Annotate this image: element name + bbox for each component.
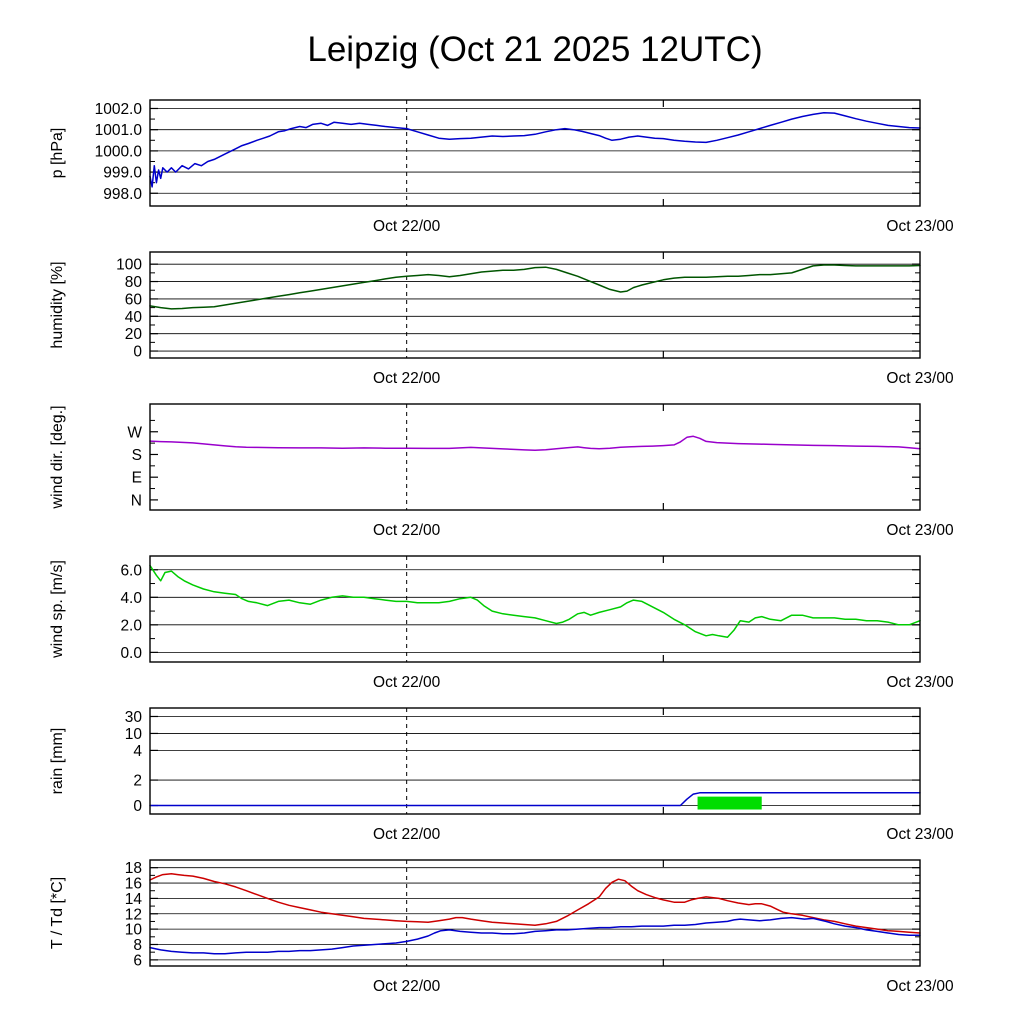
ylabel-humidity: humidity [%] [49,261,66,348]
ytick-label: 20 [125,326,143,343]
xtick-label: Oct 23/00 [886,522,954,539]
ytick-label: 0 [133,798,142,815]
ytick-label: 4.0 [120,590,142,607]
ytick-label: 14 [125,891,143,908]
ytick-label: 1002.0 [95,101,143,118]
ytick-label: 16 [125,876,142,893]
ytick-label: 0 [133,344,142,361]
panel-border [149,251,921,359]
xtick-label: Oct 22/00 [373,370,441,387]
series-rain-accum [149,792,921,807]
ytick-label: 80 [125,274,143,291]
panel-border [149,555,921,663]
panel-border [149,403,921,511]
ytick-label: 100 [116,257,142,274]
xtick-label: Oct 23/00 [886,370,954,387]
ytick-label: 10 [125,922,143,939]
chart-title: Leipzig (Oct 21 2025 12UTC) [307,30,763,69]
panel-border [149,707,921,815]
ytick-label: 6 [133,952,142,969]
rain-bar [697,796,762,810]
ytick-label: E [132,470,142,487]
ylabel-pressure: p [hPa] [49,128,66,179]
ytick-label: 2 [133,773,142,790]
series-temperature [149,873,921,934]
ytick-label: 40 [125,309,143,326]
xtick-label: Oct 22/00 [373,522,441,539]
xtick-label: Oct 23/00 [886,826,954,843]
ytick-label: N [131,492,142,509]
ytick-label: 2.0 [120,617,142,634]
xtick-label: Oct 23/00 [886,674,954,691]
panel-pressure: 998.0 999.0 1000.0 1001.0 1002.0 Oct 22/00 Oct… [49,99,954,235]
ytick-label: 60 [125,291,143,308]
panel-border [149,859,921,967]
panel-border [149,99,921,207]
ytick-label: S [132,447,142,464]
ytick-label: 4 [133,743,142,760]
xtick-label: Oct 23/00 [886,978,954,995]
ytick-label: 999.0 [103,165,142,182]
ytick-label: 12 [125,906,142,923]
ytick-label: 6.0 [120,562,142,579]
ylabel-wind-speed: wind sp. [m/s] [49,560,66,659]
ytick-label: 30 [125,709,143,726]
ylabel-rain: rain [mm] [49,728,66,795]
series-pressure [149,111,921,188]
series-wind-direction [149,435,921,451]
xtick-label: Oct 22/00 [373,826,441,843]
xtick-label: Oct 22/00 [373,978,441,995]
series-wind-speed [149,564,921,638]
ytick-label: 0.0 [120,645,142,662]
xtick-label: Oct 22/00 [373,674,441,691]
ytick-label: 8 [133,937,142,954]
xtick-label: Oct 22/00 [373,218,441,235]
panel-wind-speed: 0.0 2.0 4.0 6.0 Oct 22/00 Oct 23/00 wind sp. [… [49,555,954,691]
series-humidity [149,264,921,310]
xtick-label: Oct 23/00 [886,218,954,235]
ytick-label: W [127,424,142,441]
ytick-label: 998.0 [103,186,142,203]
ytick-label: 10 [125,726,143,743]
ytick-label: 18 [125,860,142,877]
ylabel-wind-direction: wind dir. [deg.] [49,405,66,509]
ylabel-temperature: T / Td [*C] [49,877,66,949]
ytick-label: 1001.0 [95,122,143,139]
series-dewpoint [149,916,921,955]
ytick-label: 1000.0 [95,143,143,160]
